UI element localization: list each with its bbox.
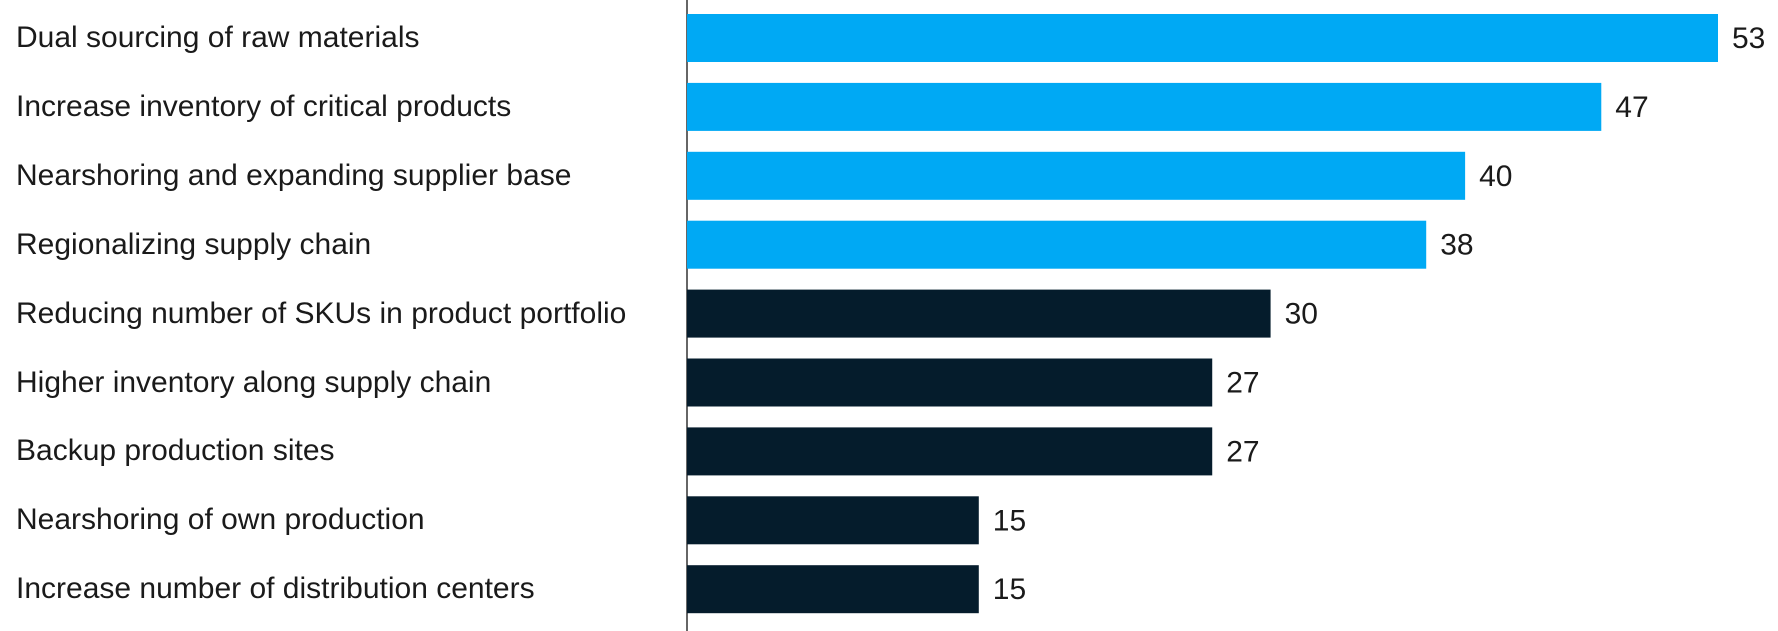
bar <box>687 152 1465 200</box>
bar <box>687 83 1601 131</box>
bar <box>687 427 1212 475</box>
value-label: 47 <box>1615 91 1648 124</box>
bar <box>687 221 1426 269</box>
bar <box>687 565 979 613</box>
value-label: 53 <box>1732 22 1765 55</box>
bar <box>687 290 1271 338</box>
bar <box>687 14 1718 62</box>
value-label: 38 <box>1440 229 1473 262</box>
value-label: 27 <box>1226 435 1259 468</box>
bar <box>687 496 979 544</box>
value-label: 15 <box>993 504 1026 537</box>
value-label: 27 <box>1226 367 1259 400</box>
value-label: 30 <box>1285 298 1318 331</box>
value-label: 15 <box>993 573 1026 606</box>
value-label: 40 <box>1479 160 1512 193</box>
bar <box>687 359 1212 407</box>
